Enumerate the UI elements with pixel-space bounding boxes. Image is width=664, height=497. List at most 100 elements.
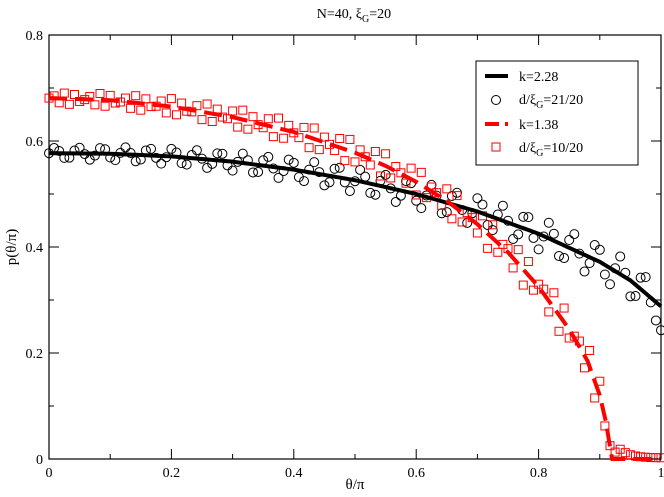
data-point-circle <box>615 251 626 262</box>
y-tick-label: 0 <box>36 453 43 468</box>
chart-title-sub: G <box>362 14 369 25</box>
legend-swatch-d10 <box>491 142 501 152</box>
data-point-circle <box>253 166 264 177</box>
data-point-square <box>340 156 350 166</box>
data-point-square <box>518 280 528 290</box>
data-point-circle <box>370 189 381 200</box>
data-point-circle <box>380 169 391 180</box>
data-point-circle <box>74 142 85 153</box>
series-layer <box>44 88 664 463</box>
data-point-square <box>625 450 635 460</box>
data-point-circle <box>191 145 202 156</box>
data-point-square <box>370 147 380 157</box>
data-point-square <box>177 98 187 108</box>
data-point-square <box>192 101 202 111</box>
data-point-circle <box>156 158 167 169</box>
data-point-circle <box>324 177 335 188</box>
data-point-square <box>314 145 324 155</box>
data-point-square <box>335 134 345 144</box>
data-point-square <box>202 99 212 109</box>
data-point-circle <box>411 195 422 206</box>
y-tick-label: 0.2 <box>26 347 44 362</box>
data-point-square <box>529 285 538 295</box>
legend-box <box>475 60 639 166</box>
data-point-square <box>600 421 610 431</box>
data-point-circle <box>441 207 452 218</box>
data-point-square <box>401 178 411 188</box>
data-point-square <box>416 167 426 177</box>
data-point-circle <box>559 253 570 264</box>
data-point-square <box>381 149 391 159</box>
data-point-square <box>299 122 309 132</box>
data-point-square <box>166 94 176 104</box>
series-line-solid <box>48 151 663 308</box>
data-point-circle <box>329 163 340 174</box>
data-point-circle <box>217 148 228 159</box>
data-point-circle <box>166 143 177 154</box>
data-point-square <box>243 124 253 134</box>
data-point-square <box>70 90 79 100</box>
legend: k=2.28 d/ξG=21/20 k=1.38 d/ξG=10/20 <box>475 60 639 166</box>
data-point-circle <box>299 176 309 187</box>
data-point-circle <box>120 142 131 153</box>
data-point-square <box>248 112 258 122</box>
data-point-square <box>350 157 360 167</box>
x-tick-label: 0.6 <box>407 466 425 481</box>
data-point-circle <box>416 203 427 214</box>
data-point-circle <box>635 272 646 283</box>
data-point-square <box>304 143 314 153</box>
data-point-square <box>274 113 283 123</box>
data-point-circle <box>656 325 664 336</box>
data-point-square <box>549 288 559 298</box>
data-point-circle <box>288 157 299 168</box>
data-point-circle <box>390 196 401 207</box>
data-point-square <box>483 243 493 253</box>
data-point-circle <box>436 208 447 219</box>
chart-title-tail: =20 <box>369 7 391 22</box>
data-point-square <box>59 88 69 98</box>
x-tick-label: 1 <box>658 466 664 481</box>
data-point-square <box>488 220 498 230</box>
data-point-square <box>207 116 217 126</box>
data-point-square <box>217 112 227 122</box>
legend-label-k138: k=1.38 <box>519 118 558 133</box>
data-point-circle <box>237 148 248 159</box>
x-tick-label: 0.4 <box>285 466 303 481</box>
data-point-circle <box>640 272 651 283</box>
data-point-square <box>493 247 503 257</box>
data-point-circle <box>569 229 580 240</box>
data-point-square <box>447 214 457 224</box>
data-point-square <box>64 99 74 109</box>
data-point-circle <box>589 240 600 251</box>
data-point-square <box>126 103 136 113</box>
data-point-circle <box>248 167 258 178</box>
data-point-circle <box>487 225 498 236</box>
data-point-square <box>620 448 630 458</box>
data-point-square <box>391 162 401 172</box>
data-point-circle <box>579 266 590 277</box>
data-point-circle <box>446 190 457 201</box>
data-point-square <box>508 263 518 273</box>
data-point-square <box>365 160 375 170</box>
data-point-square <box>396 168 406 178</box>
data-point-circle <box>365 187 376 198</box>
data-point-square <box>376 171 385 181</box>
data-point-circle <box>334 162 345 173</box>
legend-label-d21: d/ξG=21/20 <box>519 93 583 111</box>
data-point-square <box>457 217 467 227</box>
data-point-square <box>90 100 100 110</box>
data-point-circle <box>130 156 141 167</box>
y-tick-label: 0.6 <box>26 135 44 150</box>
data-point-square <box>294 133 304 143</box>
y-tick-label: 0.4 <box>26 241 44 256</box>
data-point-circle <box>49 142 60 153</box>
data-point-circle <box>263 151 274 162</box>
data-point-circle <box>227 165 238 176</box>
data-point-circle <box>518 211 529 222</box>
data-point-square <box>212 104 222 114</box>
data-point-square <box>651 453 661 463</box>
data-point-circle <box>273 172 284 183</box>
data-point-circle <box>548 228 559 239</box>
data-point-circle <box>523 212 534 223</box>
data-point-square <box>319 132 329 142</box>
